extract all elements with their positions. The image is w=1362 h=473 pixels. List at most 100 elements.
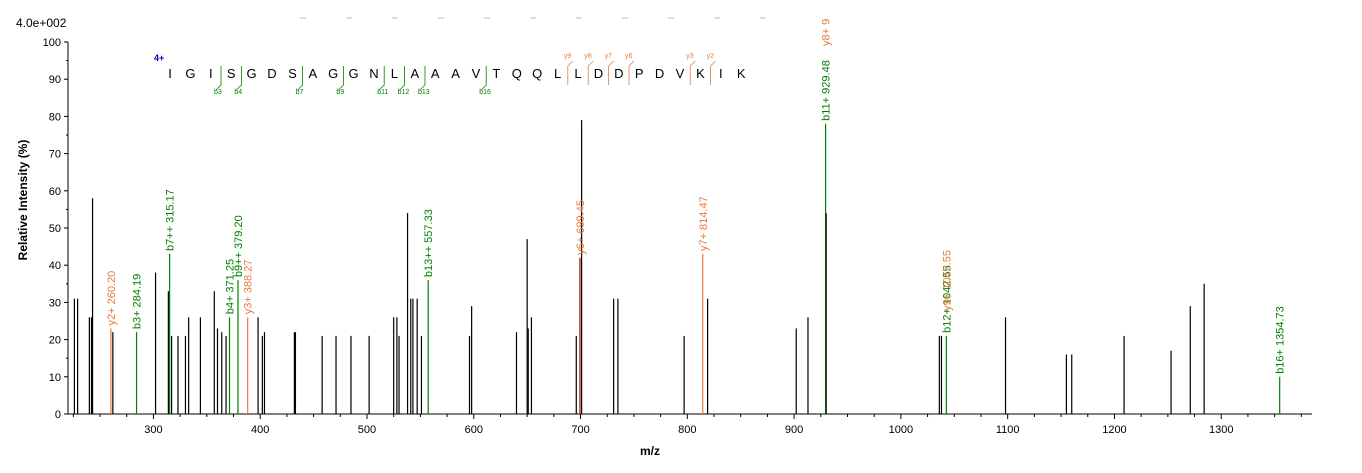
- x-tick-label: 1100: [996, 424, 1020, 436]
- y-ion-marker: [587, 60, 594, 85]
- sequence-residue: I: [168, 66, 172, 81]
- x-tick-label: 1300: [1209, 424, 1233, 436]
- peak-label: b4+ 371.25: [225, 259, 237, 314]
- peak-label: y7+ 814.47: [698, 196, 710, 251]
- b-ion-label: b16: [479, 89, 491, 96]
- sequence-residue: G: [328, 66, 338, 81]
- sequence-residue: V: [472, 66, 481, 81]
- x-tick-label: 500: [358, 424, 376, 436]
- x-tick-label: 300: [144, 424, 162, 436]
- b-ion-label: b11: [377, 89, 388, 96]
- b-ion-marker: [378, 66, 385, 91]
- y-ion-marker: [628, 60, 635, 85]
- sequence-residue: K: [696, 66, 705, 81]
- intensity-scale-label: 4.0e+002: [16, 16, 67, 30]
- peak-label-clipped: y8+ 9: [821, 19, 833, 46]
- sequence-residue: D: [267, 66, 276, 81]
- y-ion-label: y9: [564, 53, 572, 60]
- b-ion-label: b3: [214, 89, 222, 96]
- axes: 0 10 20 30 40 50 60 70 80 90 100 300 400 500 600 700 800…: [43, 37, 1312, 436]
- sequence-residue: G: [185, 66, 195, 81]
- b-ion-label: b4: [234, 89, 242, 96]
- y-tick-label: 90: [49, 74, 61, 86]
- sequence-residue: D: [655, 66, 664, 81]
- peak-label: y2+ 260.20: [106, 271, 118, 326]
- b-ion-label: b13: [418, 89, 430, 96]
- x-tick-label: 700: [571, 424, 589, 436]
- peak-label: b12+ 1042.55: [941, 265, 953, 333]
- y-ion-marker: [567, 60, 574, 85]
- sequence-residue: T: [492, 66, 500, 81]
- b-ion-marker: [419, 66, 426, 91]
- sequence-residue: G: [247, 66, 257, 81]
- sequence-residue: K: [737, 66, 746, 81]
- sequence-residue: Q: [512, 66, 522, 81]
- peptide-sequence: 4+I G I S G D S A G G N L A A A V T Q Q L L D D P D V K I Kb3 b4 b7 b9 b…: [154, 53, 746, 96]
- sequence-residue: S: [288, 66, 297, 81]
- sequence-residue: Q: [532, 66, 542, 81]
- y-tick-label: 0: [55, 409, 61, 421]
- peak-label: b13++ 557.33: [423, 209, 435, 277]
- y-tick-label: 60: [49, 186, 61, 198]
- sequence-residue: L: [574, 66, 581, 81]
- sequence-residue: G: [349, 66, 359, 81]
- y-tick-label: 40: [49, 260, 61, 272]
- y-ion-marker: [710, 60, 716, 85]
- y-ion-marker: [608, 60, 614, 85]
- peak-label: b3+ 284.19: [132, 274, 144, 329]
- sequence-residue: I: [719, 66, 723, 81]
- x-tick-label: 1000: [889, 424, 913, 436]
- sequence-residue: A: [410, 66, 419, 81]
- y-tick-label: 80: [49, 111, 61, 123]
- peak-label: y9+ 1042.55: [941, 250, 953, 311]
- peak-label: b16+ 1354.73: [1275, 306, 1287, 374]
- x-tick-label: 900: [785, 424, 803, 436]
- b-ion-label: b12: [398, 89, 410, 96]
- peak-label: b9++ 379.20: [233, 215, 245, 277]
- x-tick-label: 600: [465, 424, 483, 436]
- sequence-residue: L: [391, 66, 398, 81]
- sequence-residue: N: [369, 66, 378, 81]
- peak-label: y6+ 699.45: [575, 200, 587, 255]
- charge-state: 4+: [154, 53, 164, 63]
- peaks: [73, 120, 1281, 414]
- peak-label: y3+ 388.27: [243, 260, 255, 315]
- b-ion-marker: [297, 66, 303, 91]
- y-ion-marker: [689, 60, 696, 85]
- y-ion-label: y6: [625, 53, 633, 60]
- sequence-residue: L: [554, 66, 561, 81]
- sequence-residue: V: [676, 66, 685, 81]
- sequence-residue: A: [431, 66, 440, 81]
- y-ion-label: y2: [707, 53, 715, 60]
- x-tick-label: 400: [251, 424, 269, 436]
- b-ion-marker: [480, 66, 487, 91]
- y-ion-label: y7: [605, 53, 613, 60]
- y-tick-label: 20: [49, 335, 61, 347]
- sequence-residue: A: [308, 66, 317, 81]
- y-tick-label: 10: [49, 372, 61, 384]
- x-tick-label: 1200: [1102, 424, 1126, 436]
- peak-label: b7++ 315.17: [165, 189, 177, 251]
- peak-labels: y2+ 260.20 b3+ 284.19 b7++ 315.17 b4+ 371.2…: [106, 19, 1287, 374]
- y-tick-label: 100: [43, 37, 61, 49]
- b-ion-marker: [215, 66, 222, 91]
- y-tick-label: 70: [49, 149, 61, 161]
- sequence-residue: P: [635, 66, 644, 81]
- y-tick-label: 30: [49, 297, 61, 309]
- sequence-residue: A: [451, 66, 460, 81]
- b-ion-label: b7: [296, 89, 304, 96]
- sequence-residue: S: [227, 66, 236, 81]
- x-axis-title: m/z: [640, 444, 660, 458]
- peak-label: b11+ 929.48: [821, 60, 833, 121]
- b-ion-marker: [399, 66, 405, 91]
- x-tick-label: 800: [678, 424, 696, 436]
- y-ion-label: y8: [584, 53, 592, 60]
- b-ion-marker: [236, 66, 242, 91]
- sequence-residue: D: [614, 66, 623, 81]
- sequence-residue: D: [594, 66, 603, 81]
- y-axis-title: Relative Intensity (%): [16, 140, 30, 261]
- sequence-residue: I: [209, 66, 213, 81]
- y-ion-label: y3: [686, 53, 694, 60]
- y-tick-label: 50: [49, 223, 61, 235]
